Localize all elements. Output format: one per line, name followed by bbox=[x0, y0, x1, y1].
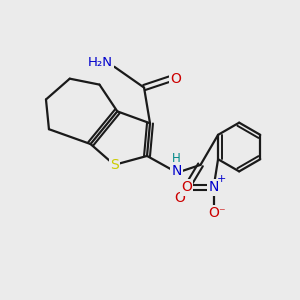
Text: +: + bbox=[217, 174, 226, 184]
Text: O: O bbox=[174, 190, 185, 205]
Text: S: S bbox=[110, 158, 119, 172]
Text: O: O bbox=[170, 72, 181, 86]
Text: H: H bbox=[172, 152, 181, 165]
Text: O: O bbox=[208, 206, 219, 220]
Text: N: N bbox=[208, 181, 219, 194]
Text: H₂N: H₂N bbox=[88, 56, 113, 69]
Text: ⁻: ⁻ bbox=[218, 206, 224, 219]
Text: O: O bbox=[182, 181, 192, 194]
Text: N: N bbox=[172, 164, 182, 178]
